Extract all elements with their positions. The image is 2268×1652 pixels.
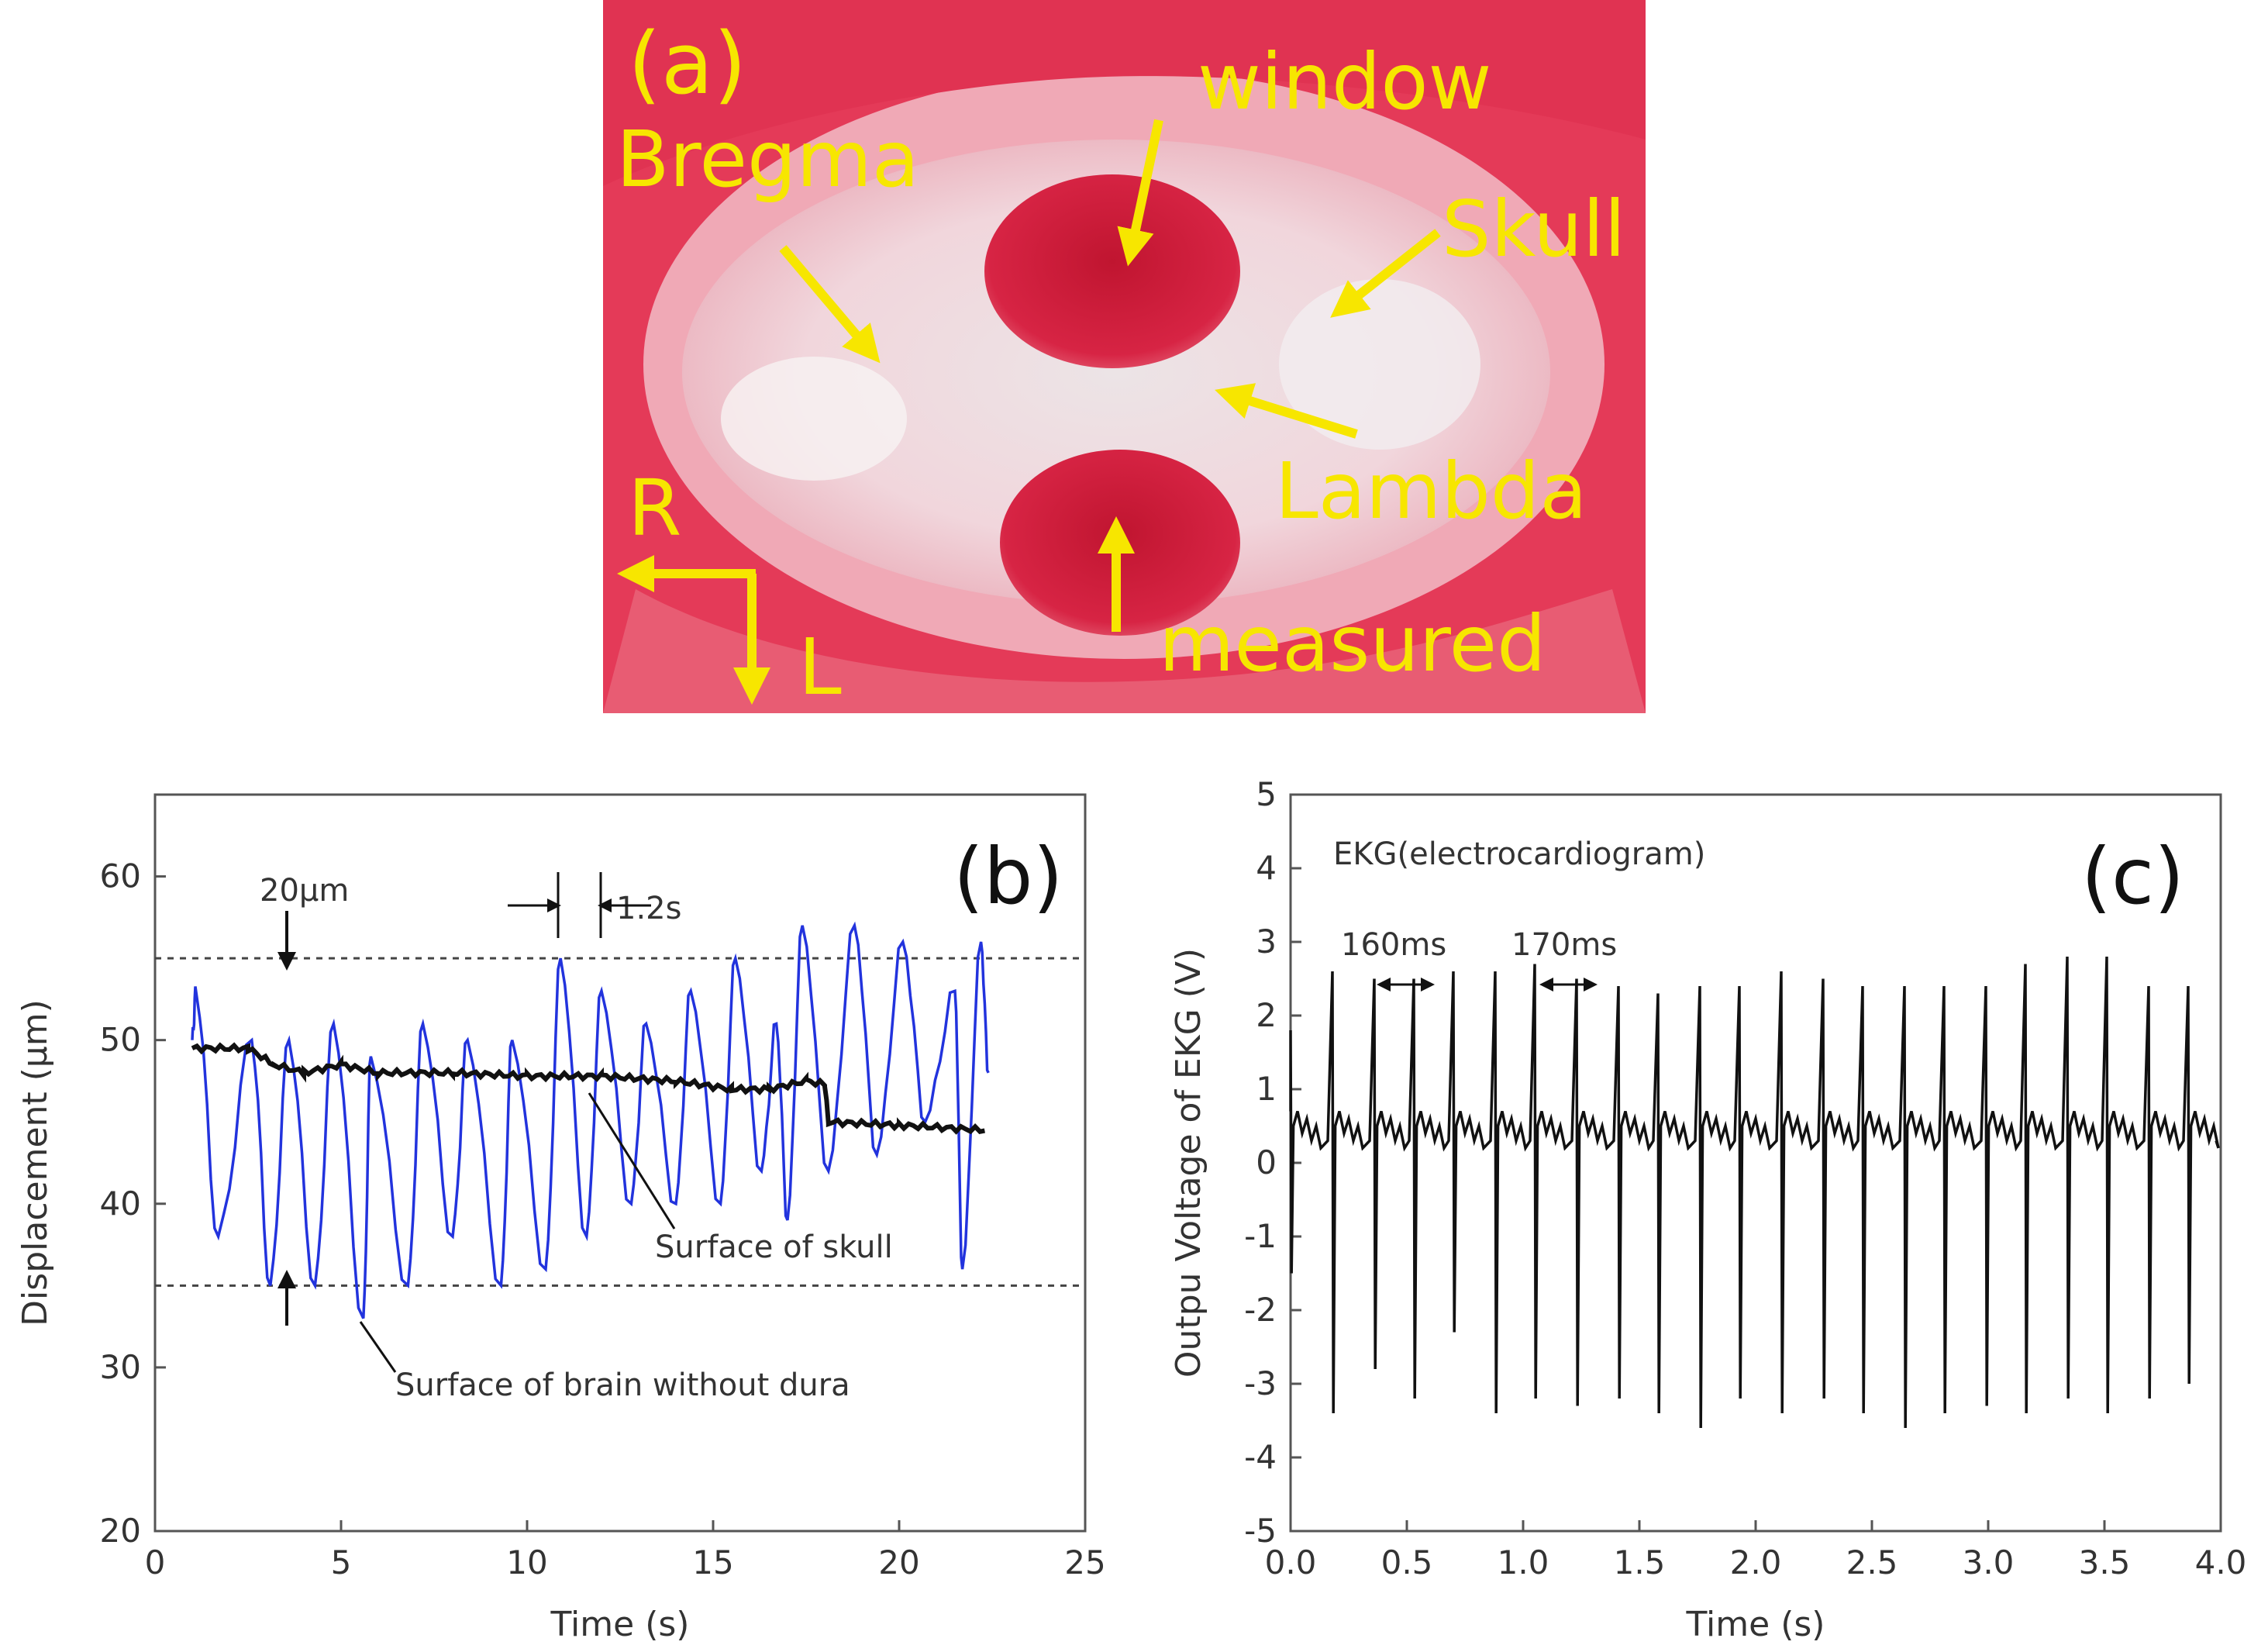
amplitude-annotation: 20μm <box>260 873 349 909</box>
skull-label-leader <box>588 1092 676 1230</box>
panel-b-plot-frame <box>153 793 1087 1533</box>
panel-c-x-axis-label: Time (s) <box>1686 1605 1825 1644</box>
skull-surface-line <box>191 1042 985 1135</box>
panel-a-photo: (a) window Bregma Skull Lambda measured … <box>603 0 1646 713</box>
panel-b-axes: 0 5 10 15 20 25 20 30 40 50 60 <box>100 857 1106 1581</box>
skull-arrow <box>1330 229 1441 318</box>
r-direction-label: R <box>628 463 681 554</box>
c-y-tick-label: 5 <box>1256 775 1277 813</box>
b-y-tick-label: 40 <box>100 1185 141 1223</box>
panel-c-axes: 0.0 0.5 1.0 1.5 2.0 2.5 3.0 3.5 4.0 -5 -4 -3 -2 -1 0 1 2… <box>1244 775 2246 1581</box>
skull-highlight-right <box>1279 279 1480 450</box>
lambda-label: Lambda <box>1275 446 1587 536</box>
c-x-tick-label: 1.0 <box>1498 1543 1549 1581</box>
c-x-tick-label: 2.5 <box>1846 1543 1898 1581</box>
bregma-label: Bregma <box>616 114 919 205</box>
lambda-arrow <box>1215 383 1358 439</box>
skull-series-label: Surface of skull <box>655 1230 893 1265</box>
interval-2-annotation: 170ms <box>1511 927 1617 963</box>
c-x-tick-label: 2.0 <box>1730 1543 1782 1581</box>
upper-cranial-window <box>984 174 1240 368</box>
b-x-tick-label: 25 <box>1064 1543 1105 1581</box>
bregma-arrow <box>779 245 881 364</box>
c-x-tick-label: 0.5 <box>1381 1543 1433 1581</box>
window-arrow <box>1117 119 1163 267</box>
interval-1-annotation: 160ms <box>1341 927 1446 963</box>
c-x-tick-label: 3.5 <box>2079 1543 2131 1581</box>
b-x-tick-label: 10 <box>506 1543 547 1581</box>
c-x-tick-label: 3.0 <box>1963 1543 2015 1581</box>
panel-a-label: (a) <box>628 14 746 113</box>
window-label: window <box>1198 36 1491 127</box>
c-y-tick-label: -1 <box>1244 1217 1277 1255</box>
b-y-tick-label: 30 <box>100 1348 141 1386</box>
c-y-tick-label: -2 <box>1244 1291 1277 1329</box>
period-annotation: 1.2s <box>616 891 681 926</box>
c-y-tick-label: 3 <box>1256 923 1277 961</box>
measured-label: measured <box>1159 598 1546 689</box>
l-direction-label: L <box>798 622 842 712</box>
panel-b-chart: 0 5 10 15 20 25 20 30 40 50 60 (b) 20μm 1.2s Surfa… <box>16 793 1106 1644</box>
panel-b-label: (b) <box>953 831 1063 922</box>
b-x-tick-label: 0 <box>145 1543 166 1581</box>
b-y-tick-label: 60 <box>100 857 141 895</box>
panel-b-series <box>155 921 1085 1319</box>
b-x-tick-label: 20 <box>878 1543 919 1581</box>
panel-c-label: (c) <box>2081 831 2184 922</box>
c-x-tick-label: 0.0 <box>1265 1543 1317 1581</box>
brain-series-label: Surface of brain without dura <box>395 1367 850 1403</box>
panel-c-title: EKG(electrocardiogram) <box>1333 836 1705 872</box>
panel-c-series <box>1289 956 2220 1429</box>
panel-c-chart: 0.0 0.5 1.0 1.5 2.0 2.5 3.0 3.5 4.0 -5 -4 -3 -2 -1 0 1 2… <box>1169 775 2246 1644</box>
brain-surface-line <box>191 921 990 1319</box>
panel-b-x-axis-label: Time (s) <box>550 1605 690 1644</box>
c-y-tick-label: 0 <box>1256 1143 1277 1181</box>
skull-highlight-left <box>721 357 907 481</box>
brain-label-leader <box>359 1321 397 1373</box>
b-y-tick-label: 20 <box>100 1512 141 1550</box>
c-y-tick-label: -4 <box>1244 1438 1277 1476</box>
c-y-tick-label: 4 <box>1256 849 1277 887</box>
panel-c-y-axis-label: Outpu Voltage of EKG (V) <box>1169 948 1208 1378</box>
panel-b-y-axis-label: Displacement (μm) <box>16 999 55 1326</box>
b-x-tick-label: 5 <box>331 1543 352 1581</box>
c-y-tick-label: 2 <box>1256 996 1277 1034</box>
c-y-tick-label: 1 <box>1256 1070 1277 1108</box>
c-x-tick-label: 4.0 <box>2195 1543 2247 1581</box>
c-y-tick-label: -3 <box>1244 1364 1277 1402</box>
skull-label: Skull <box>1442 184 1625 274</box>
skull-surface <box>682 140 1550 605</box>
tissue-fold-bottom <box>603 589 1646 713</box>
c-x-tick-label: 1.5 <box>1614 1543 1666 1581</box>
b-x-tick-label: 15 <box>692 1543 733 1581</box>
c-y-tick-label: -5 <box>1244 1512 1277 1550</box>
ekg-trace-line <box>1289 956 2220 1429</box>
b-y-tick-label: 50 <box>100 1021 141 1059</box>
tissue-fold-top <box>603 0 1646 186</box>
